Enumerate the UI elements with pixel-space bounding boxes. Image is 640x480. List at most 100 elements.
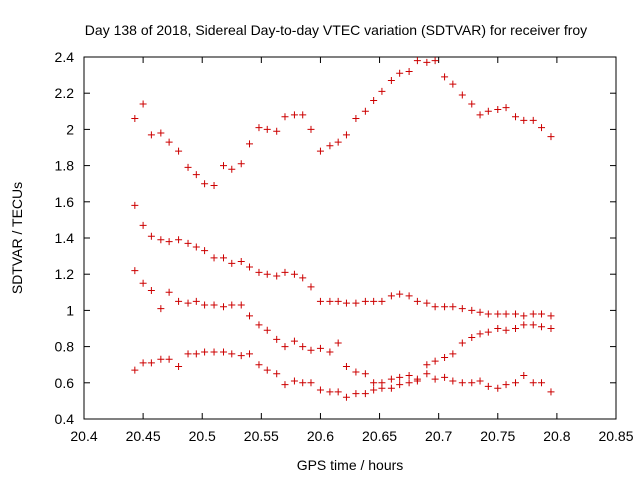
series-2-point (502, 310, 510, 318)
series-1-point (547, 133, 555, 141)
series-4-point (529, 321, 537, 329)
series-1-point (378, 87, 386, 95)
chart-title: Day 138 of 2018, Sidereal Day-to-day VTE… (85, 22, 587, 38)
series-1-point (157, 129, 165, 137)
x-tick-label: 20.75 (480, 428, 515, 444)
series-3-point (255, 321, 263, 329)
series-3-point (520, 372, 528, 380)
series-2-point (520, 312, 528, 320)
x-tick-label: 20.4 (70, 428, 97, 444)
series-1-point (131, 115, 139, 123)
series-4-point (431, 357, 439, 365)
series-4-point (413, 377, 421, 385)
series-3-point (307, 346, 315, 354)
series-2-point (352, 299, 360, 307)
series-3-point (449, 377, 457, 385)
series-2-point (263, 270, 271, 278)
series-4-point (396, 381, 404, 389)
series-4-point (502, 326, 510, 334)
series-1-point (361, 107, 369, 115)
series-4-point (255, 361, 263, 369)
series-1-point (316, 147, 324, 155)
series-4-point (441, 353, 449, 361)
series-2-point (529, 310, 537, 318)
series-1-point (201, 180, 209, 188)
x-tick-label: 20.5 (189, 428, 216, 444)
x-tick-label: 20.7 (425, 428, 452, 444)
series-2-point (290, 270, 298, 278)
series-2-point (184, 239, 192, 247)
series-2-point (220, 254, 228, 262)
series-4-point (165, 355, 173, 363)
series-2-point (538, 310, 546, 318)
x-tick-label: 20.45 (126, 428, 161, 444)
series-4-point (175, 363, 183, 371)
series-1-point (396, 69, 404, 77)
series-1-point (184, 163, 192, 171)
y-tick-label: 0.6 (55, 375, 75, 391)
series-1-point (210, 182, 218, 190)
x-axis-label: GPS time / hours (297, 457, 404, 473)
series-4-point (547, 325, 555, 332)
series-1-point (449, 80, 457, 88)
series-4-point (201, 348, 209, 356)
series-3-point (299, 343, 307, 351)
series-3-point (441, 373, 449, 381)
series-2-point (512, 310, 520, 318)
series-4-point (484, 328, 492, 336)
series-1-point (299, 111, 307, 119)
series-3-point (246, 312, 254, 320)
series-3-point (220, 303, 228, 311)
series-3-point (273, 335, 281, 343)
series-1-point (458, 91, 466, 99)
x-tick-label: 20.6 (307, 428, 334, 444)
series-4-point (139, 359, 147, 367)
series-1-point (342, 131, 350, 139)
series-3-point (538, 379, 546, 387)
series-3-point (342, 363, 350, 371)
series-4-point (538, 323, 546, 331)
y-tick-label: 2 (66, 121, 74, 137)
series-3-point (458, 379, 466, 387)
series-4-point (299, 379, 307, 387)
series-2-point (476, 308, 484, 316)
series-1-point (431, 57, 439, 65)
series-2-point (316, 297, 324, 305)
series-2-point (361, 297, 369, 305)
y-tick-label: 2.2 (55, 85, 75, 101)
series-4-point (512, 325, 520, 332)
series-3-point (290, 337, 298, 345)
series-3-point (547, 388, 555, 396)
series-4-point (273, 370, 281, 378)
series-3-point (352, 368, 360, 376)
series-1-point (326, 142, 334, 150)
series-3-point (476, 377, 484, 385)
series-3-point (423, 370, 431, 378)
series-3-point (165, 288, 173, 296)
series-3-point (210, 301, 218, 309)
series-3-point (334, 339, 342, 347)
series-4-point (458, 339, 466, 347)
series-4-point (405, 379, 413, 387)
y-tick-label: 1.4 (55, 230, 75, 246)
series-2-point (387, 292, 395, 300)
series-1-point (423, 58, 431, 66)
series-1-point (352, 115, 360, 123)
series-4-point (147, 359, 155, 367)
series-1-point (494, 105, 502, 113)
series-2-point (139, 221, 147, 229)
series-4-point (334, 388, 342, 396)
series-2-point (246, 263, 254, 271)
series-3-point (263, 326, 271, 334)
series-1-point (405, 67, 413, 75)
x-tick-label: 20.8 (543, 428, 570, 444)
y-tick-label: 1.6 (55, 194, 75, 210)
series-3-point (484, 382, 492, 390)
series-1-point (255, 124, 263, 132)
series-3-point (387, 375, 395, 383)
series-2-point (370, 297, 378, 305)
series-1-point (192, 171, 200, 179)
series-3-point (468, 379, 476, 387)
series-3-point (502, 381, 510, 389)
series-2-point (175, 236, 183, 244)
